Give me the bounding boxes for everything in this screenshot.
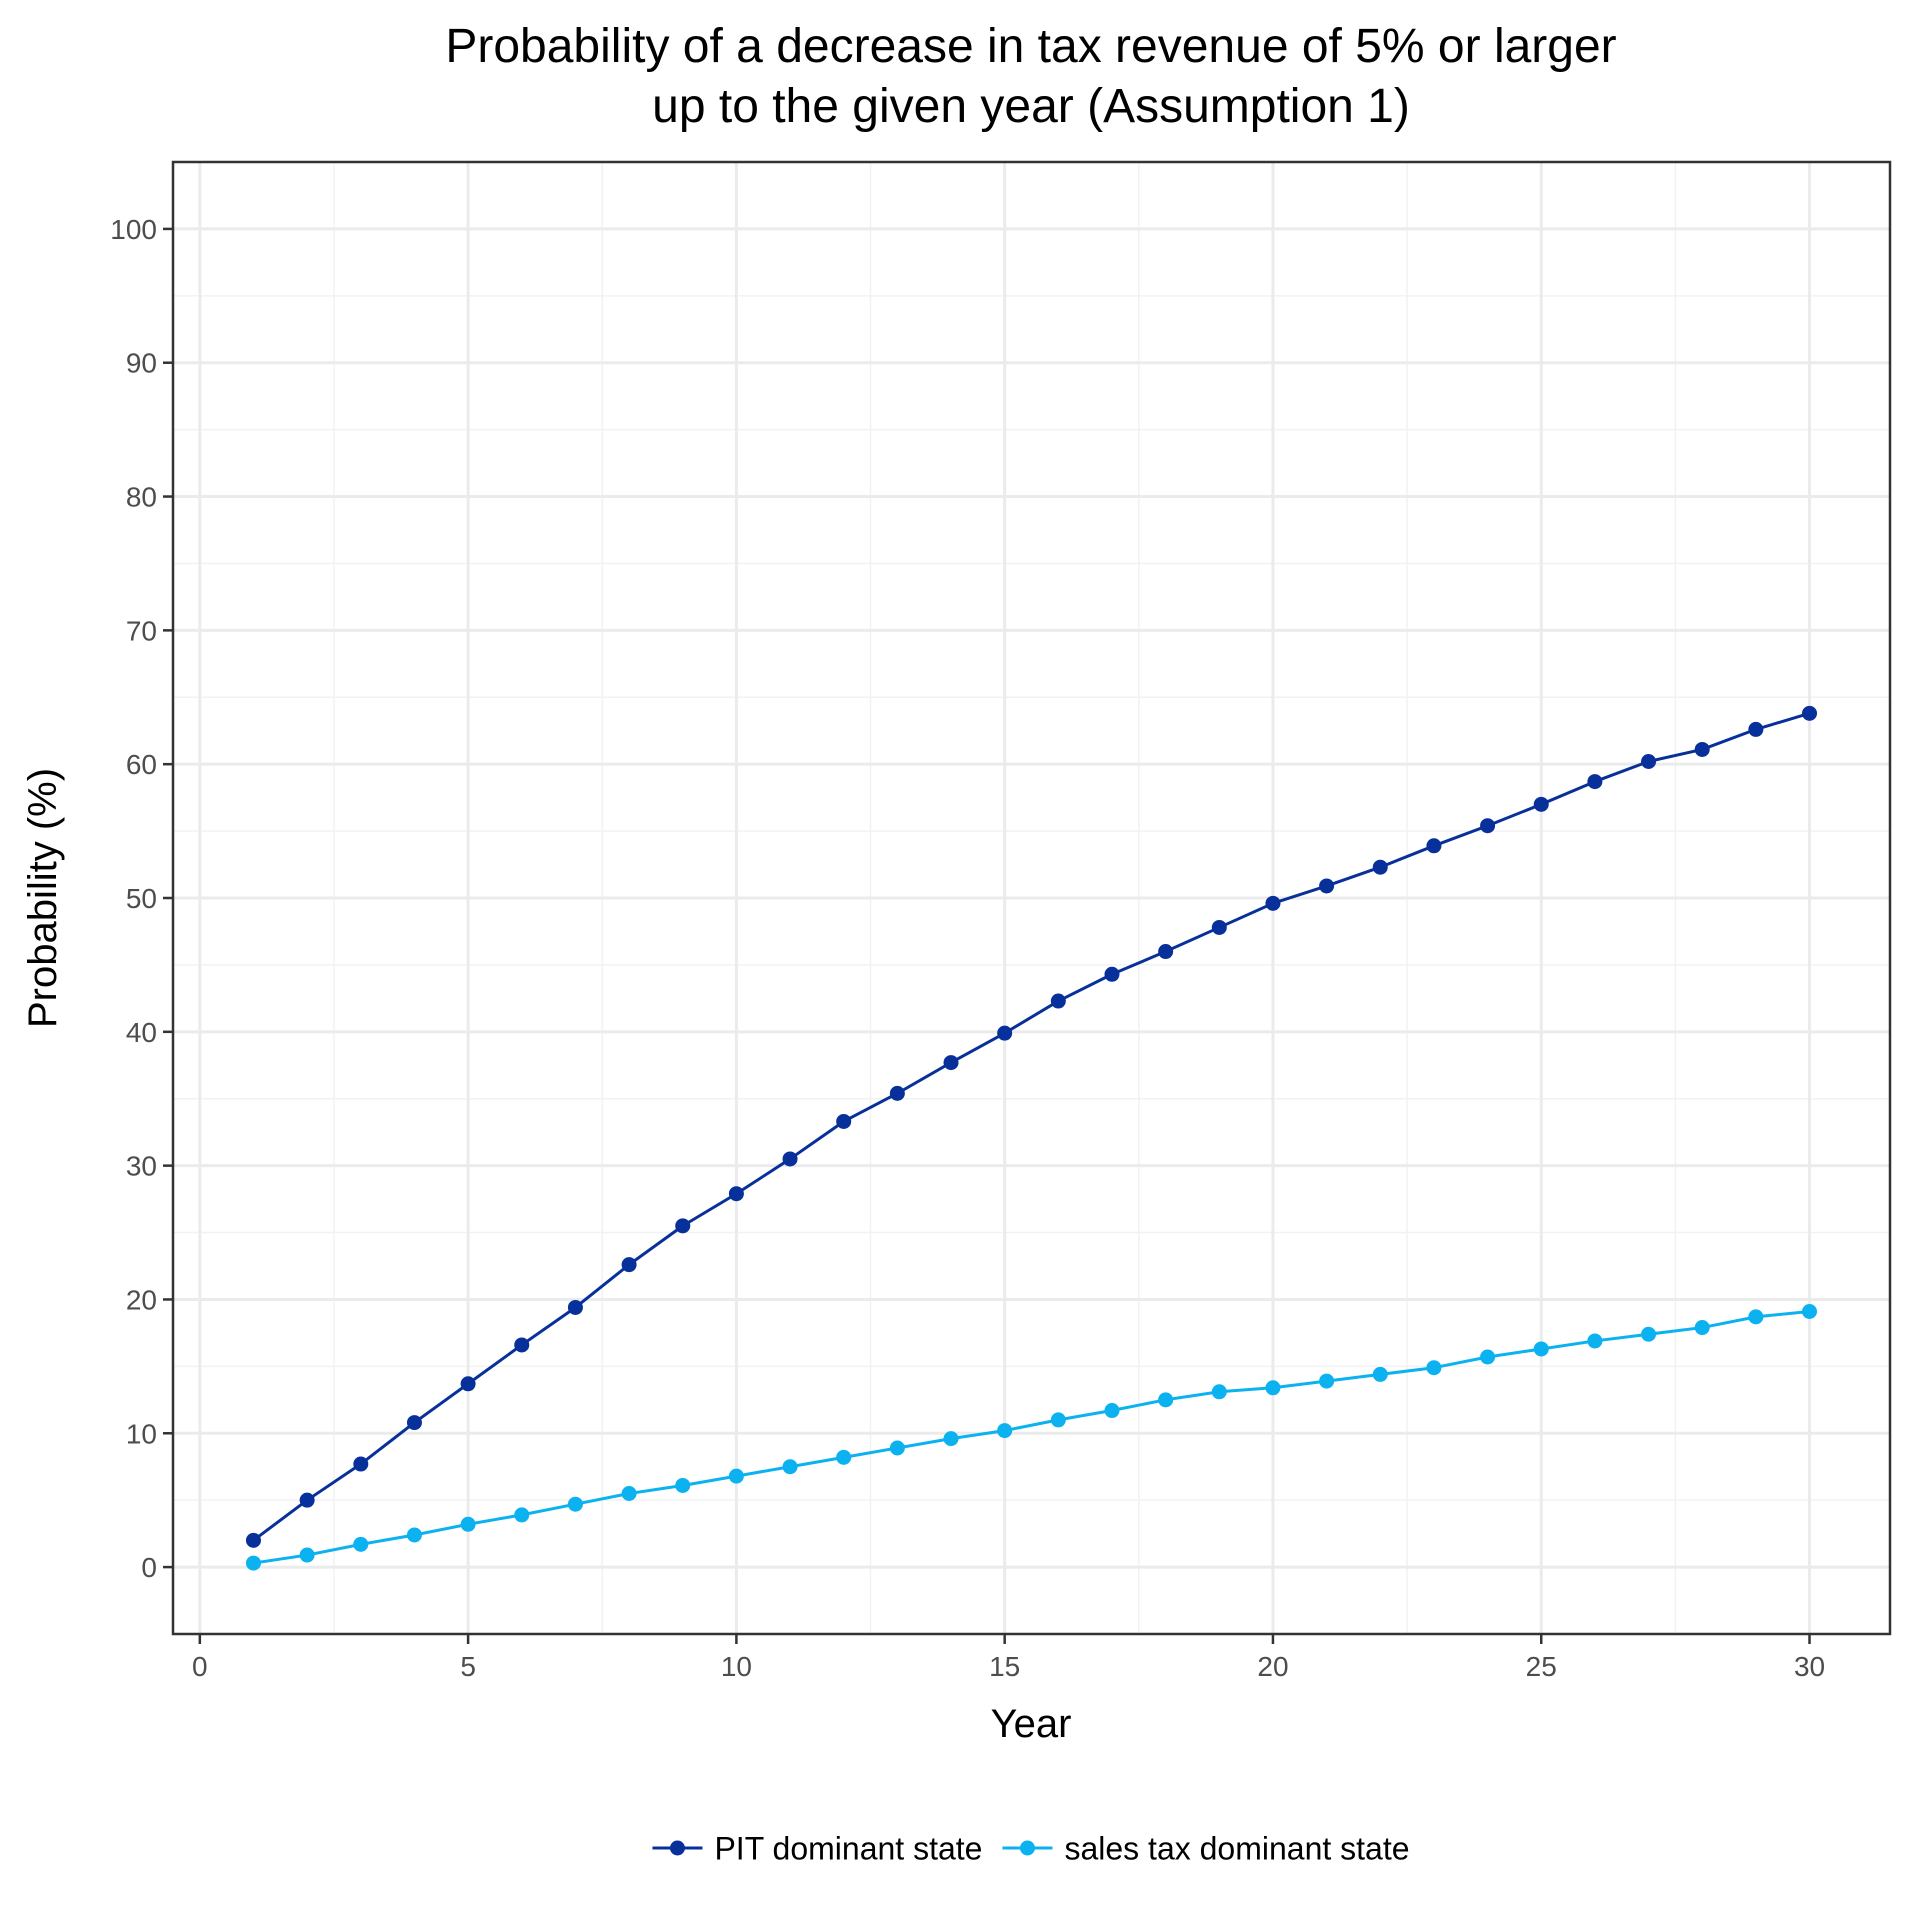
data-point	[1319, 1373, 1335, 1389]
data-point	[1050, 993, 1066, 1009]
data-point	[1480, 818, 1496, 834]
data-point	[1372, 859, 1388, 875]
x-tick-label: 10	[721, 1651, 752, 1682]
data-point	[621, 1257, 637, 1273]
data-point	[460, 1516, 476, 1532]
data-point	[1802, 1303, 1818, 1319]
data-point	[514, 1507, 530, 1523]
data-point	[782, 1151, 798, 1167]
legend-label: PIT dominant state	[714, 1831, 982, 1867]
data-point	[728, 1468, 744, 1484]
data-point	[1158, 1392, 1174, 1408]
data-point	[406, 1415, 422, 1431]
data-point	[1372, 1366, 1388, 1382]
data-point	[1748, 1309, 1764, 1325]
data-point	[245, 1532, 261, 1548]
y-tick-label: 70	[126, 615, 157, 646]
data-point	[782, 1459, 798, 1475]
data-point	[353, 1536, 369, 1552]
legend-item-1: PIT dominant state	[652, 1831, 982, 1867]
data-point	[1104, 966, 1120, 982]
y-tick-label: 50	[126, 883, 157, 914]
legend-label: sales tax dominant state	[1064, 1831, 1409, 1867]
data-point	[836, 1113, 852, 1129]
series-line	[252, 711, 1810, 1542]
data-point	[943, 1431, 959, 1447]
chart-title-line-2: up to the given year (Assumption 1)	[652, 80, 1410, 133]
data-point	[1265, 895, 1281, 911]
x-tick-label: 15	[989, 1651, 1020, 1682]
x-axis-title: Year	[991, 1702, 1072, 1746]
y-tick-label: 20	[126, 1284, 157, 1315]
data-point	[1050, 1412, 1066, 1428]
x-tick-label: 25	[1526, 1651, 1557, 1682]
data-point	[1265, 1380, 1281, 1396]
series-1	[245, 705, 1818, 1548]
chart-title-line-1: Probability of a decrease in tax revenue…	[445, 20, 1616, 73]
data-point	[836, 1449, 852, 1465]
data-point	[675, 1477, 691, 1493]
data-point	[567, 1496, 583, 1512]
y-tick-label: 100	[110, 214, 157, 245]
y-tick-label: 60	[126, 749, 157, 780]
data-point	[1748, 721, 1764, 737]
data-point	[1104, 1403, 1120, 1419]
y-tick-label: 30	[126, 1151, 157, 1182]
x-tick-label: 0	[192, 1651, 208, 1682]
y-tick-label: 90	[126, 348, 157, 379]
plot-grid	[173, 162, 1890, 1634]
data-point	[1426, 838, 1442, 854]
data-point	[1694, 741, 1710, 757]
series-line	[253, 1310, 1810, 1565]
data-point	[1480, 1349, 1496, 1365]
data-point	[728, 1186, 744, 1202]
data-point	[1211, 919, 1227, 935]
data-point	[1802, 705, 1818, 721]
series-layer	[245, 705, 1818, 1571]
legend-key-point	[669, 1840, 685, 1856]
data-point	[514, 1337, 530, 1353]
data-point	[1319, 878, 1335, 894]
y-tick-label: 10	[126, 1418, 157, 1449]
data-point	[621, 1485, 637, 1501]
x-tick-label: 5	[460, 1651, 476, 1682]
data-point	[567, 1299, 583, 1315]
y-tick-label: 0	[141, 1552, 157, 1583]
legend-item-2: sales tax dominant state	[1002, 1831, 1410, 1867]
data-point	[406, 1527, 422, 1543]
data-point	[1533, 796, 1549, 812]
legend: PIT dominant state sales tax dominant sta…	[652, 1831, 1410, 1867]
y-tick-label: 40	[126, 1017, 157, 1048]
data-point	[889, 1085, 905, 1101]
data-point	[1533, 1341, 1549, 1357]
data-point	[1694, 1320, 1710, 1336]
data-point	[1587, 1333, 1603, 1349]
series-2	[245, 1303, 1818, 1571]
data-point	[1587, 774, 1603, 790]
data-point	[299, 1547, 315, 1563]
data-point	[1211, 1384, 1227, 1400]
legend-key-point	[1019, 1840, 1035, 1856]
data-point	[997, 1423, 1013, 1439]
y-tick-label: 80	[126, 482, 157, 513]
data-point	[460, 1376, 476, 1392]
data-point	[245, 1555, 261, 1571]
x-tick-label: 30	[1794, 1651, 1825, 1682]
data-point	[675, 1218, 691, 1234]
data-point	[943, 1055, 959, 1071]
data-point	[299, 1492, 315, 1508]
data-point	[889, 1440, 905, 1456]
data-point	[1641, 1326, 1657, 1342]
data-point	[1158, 944, 1174, 960]
y-axis-title: Probability (%)	[21, 768, 65, 1028]
data-point	[1641, 754, 1657, 770]
data-point	[997, 1025, 1013, 1041]
x-tick-label: 20	[1257, 1651, 1288, 1682]
axes-layer: 0 5 10 15 20 25 30 0 10 20 30 40 50 60 70 80 90 100	[110, 214, 1825, 1682]
data-point	[353, 1456, 369, 1472]
data-point	[1426, 1360, 1442, 1376]
